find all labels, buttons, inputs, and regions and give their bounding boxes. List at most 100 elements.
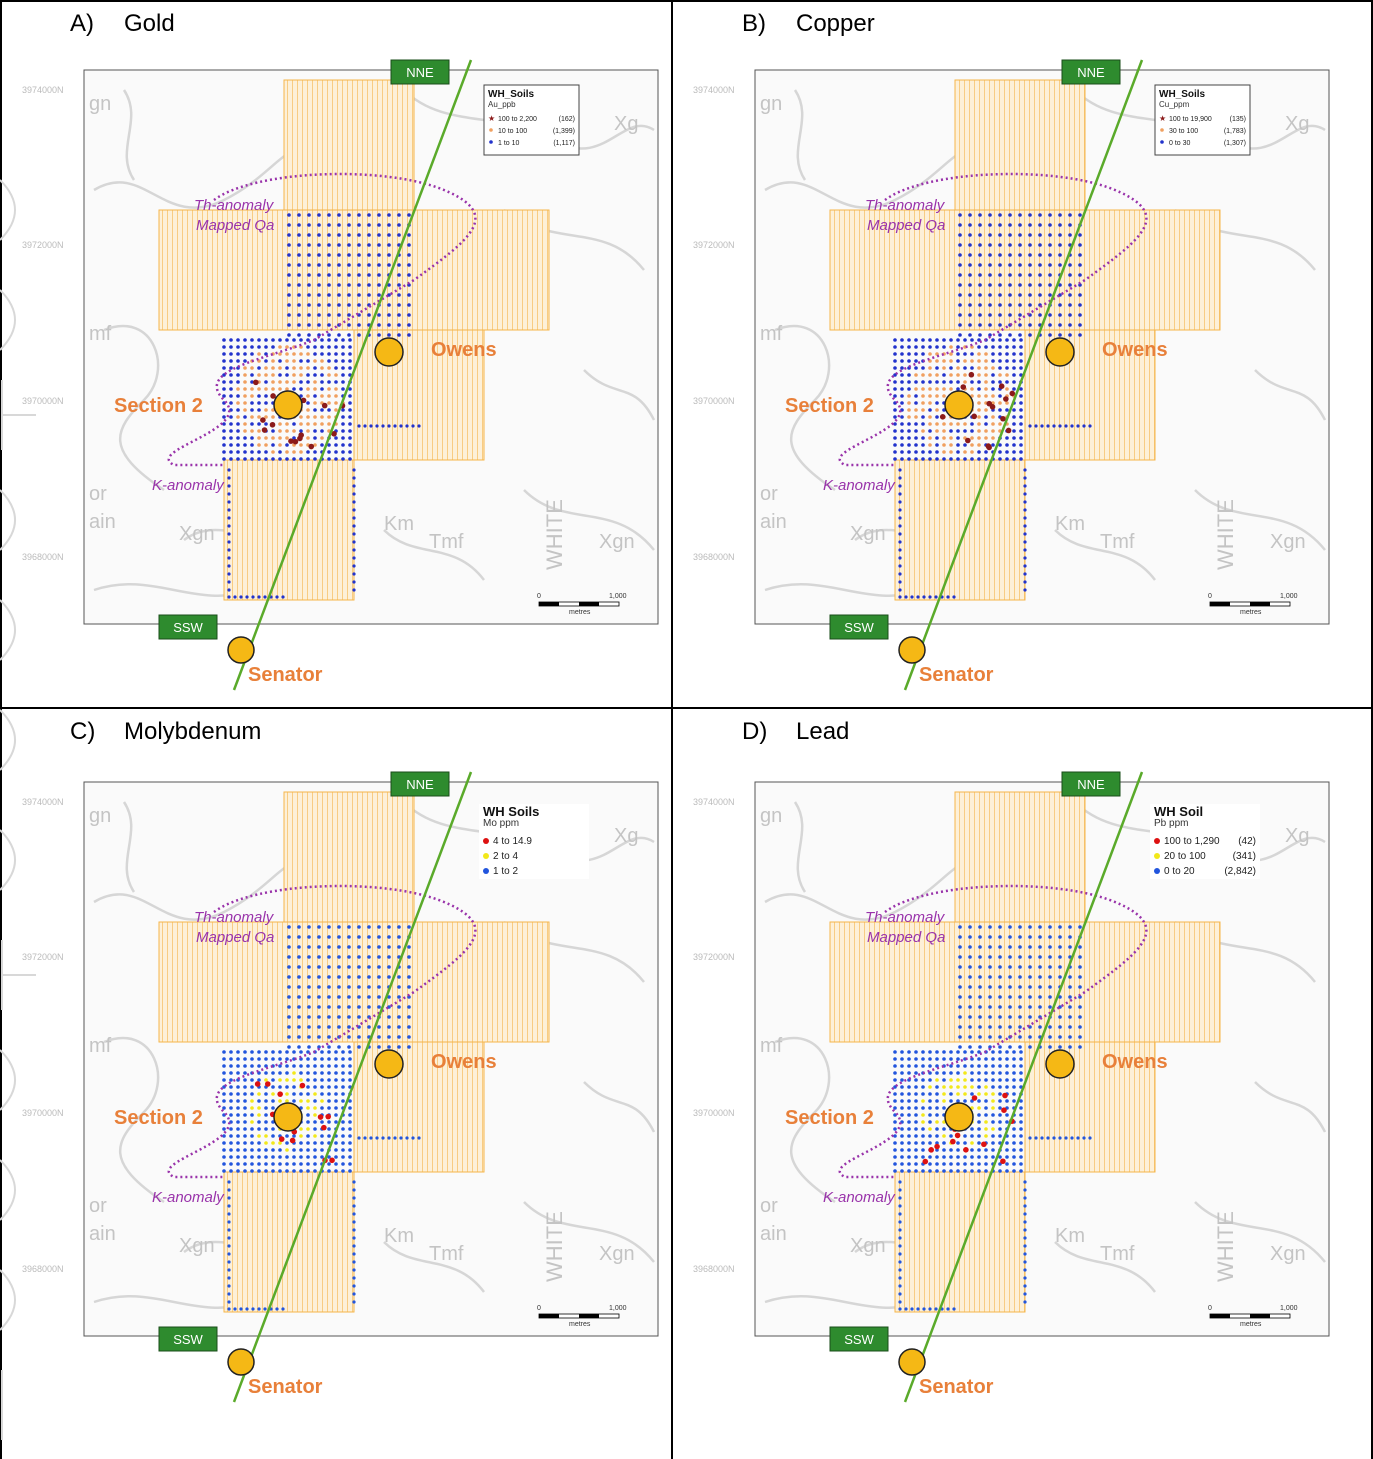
sample-point [928, 1127, 932, 1131]
sample-point [1008, 925, 1012, 929]
sample-point [893, 1071, 897, 1075]
sample-point [320, 1155, 324, 1159]
sample-point [327, 213, 331, 217]
sample-point [407, 1035, 411, 1039]
sample-point [893, 1169, 897, 1173]
sample-point [893, 429, 897, 433]
sample-point [341, 1071, 345, 1075]
sample-point [236, 345, 240, 349]
sample-point [1028, 333, 1032, 337]
sample-point [264, 450, 268, 454]
sample-point [914, 450, 918, 454]
sample-point [946, 1307, 950, 1311]
sample-point [285, 1057, 289, 1061]
sample-point [257, 373, 261, 377]
senator-label: Senator [919, 664, 994, 686]
sample-point [313, 1099, 317, 1103]
sample-point [1078, 1035, 1082, 1039]
sample-point [984, 366, 988, 370]
scale-unit-label: metres [1240, 609, 1262, 616]
sample-point [285, 345, 289, 349]
sample-point [317, 283, 321, 287]
sample-point [1012, 429, 1016, 433]
sample-point [327, 1169, 331, 1173]
northing-label: 3968000N [693, 1264, 735, 1274]
sample-point [387, 965, 391, 969]
sample-point [264, 401, 268, 405]
sample-point [942, 1162, 946, 1166]
sample-point [991, 1085, 995, 1089]
sample-point [306, 1169, 310, 1173]
sample-point [320, 1078, 324, 1082]
sample-point [377, 1035, 381, 1039]
northing-label: 3972000N [22, 240, 64, 250]
sample-point [236, 422, 240, 426]
ssw-box [829, 1326, 889, 1352]
sample-point [893, 1092, 897, 1096]
sample-point [893, 380, 897, 384]
sample-point [907, 1141, 911, 1145]
high-value-sample [971, 1095, 978, 1101]
sample-point [928, 1078, 932, 1082]
sample-point [1058, 935, 1062, 939]
sample-point [306, 1106, 310, 1110]
sample-point [1012, 1127, 1016, 1131]
sample-point [900, 373, 904, 377]
sample-point [1019, 401, 1023, 405]
sample-point [988, 985, 992, 989]
sample-point [334, 387, 338, 391]
sample-point [306, 1085, 310, 1089]
sample-point [334, 1050, 338, 1054]
sample-point [227, 556, 231, 560]
scale-bar-segment [1210, 1314, 1230, 1318]
sample-point [988, 243, 992, 247]
sample-point [977, 352, 981, 356]
nne-box [1061, 771, 1121, 797]
sample-point [900, 1050, 904, 1054]
sample-point [227, 1300, 231, 1304]
sample-point [292, 1050, 296, 1054]
sample-point [287, 303, 291, 307]
geo-label-ain: ain [89, 1223, 116, 1245]
geo-label-xgn: Xgn [179, 1235, 215, 1257]
sample-point [397, 1025, 401, 1029]
sample-point [264, 373, 268, 377]
sample-point [968, 273, 972, 277]
sample-point [299, 1148, 303, 1152]
sample-point [377, 233, 381, 237]
sample-point [998, 1106, 1002, 1110]
sample-point [907, 338, 911, 342]
sample-point [984, 408, 988, 412]
sample-point [243, 1050, 247, 1054]
sample-point [921, 1148, 925, 1152]
high-value-sample [292, 438, 299, 445]
sample-point [978, 263, 982, 267]
sample-point [327, 253, 331, 257]
sample-point [306, 1057, 310, 1061]
sample-point [347, 935, 351, 939]
sample-point [417, 424, 421, 428]
sample-point [367, 975, 371, 979]
sample-point [928, 352, 932, 356]
sample-point [935, 345, 939, 349]
sample-point [399, 424, 403, 428]
sample-point [264, 1141, 268, 1145]
sample-point [407, 965, 411, 969]
sample-point [984, 1127, 988, 1131]
sample-point [998, 323, 1002, 327]
sample-point [1005, 1141, 1009, 1145]
sample-point [250, 1155, 254, 1159]
sample-point [935, 366, 939, 370]
sample-point [327, 995, 331, 999]
sample-point [1019, 1127, 1023, 1131]
sample-point [956, 1071, 960, 1075]
sample-point [1012, 1071, 1016, 1075]
claim-block-south [894, 459, 1026, 601]
sample-point [998, 1045, 1002, 1049]
sample-point [956, 1148, 960, 1152]
legend-range: 1 to 2 [493, 866, 518, 877]
sample-point [250, 1078, 254, 1082]
sample-point [327, 1050, 331, 1054]
sample-point [236, 1141, 240, 1145]
